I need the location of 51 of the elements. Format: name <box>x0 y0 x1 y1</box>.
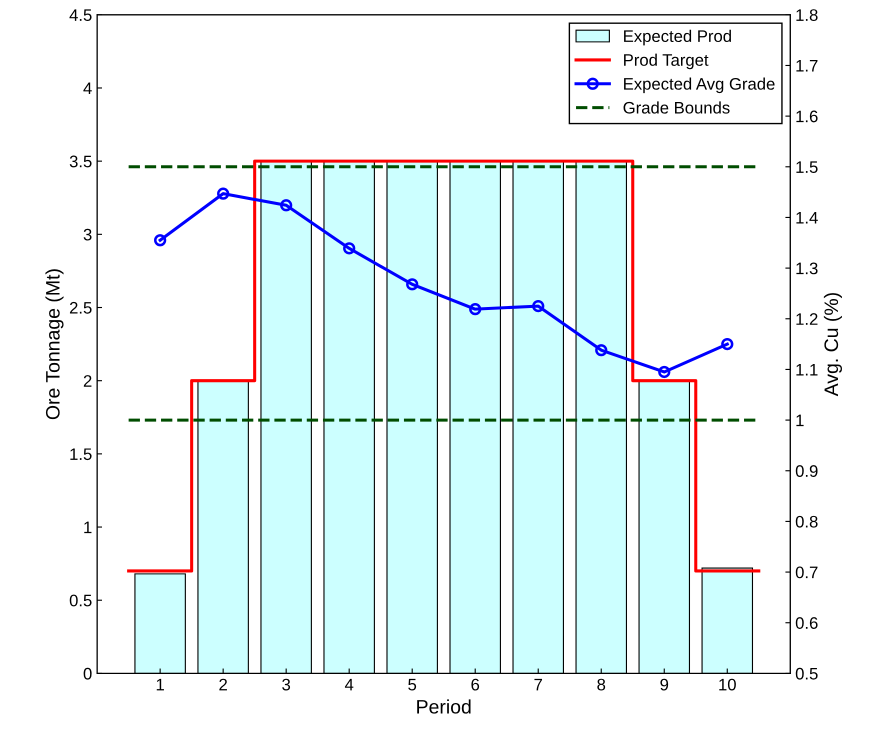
point <box>721 338 734 350</box>
y2-tick-label: 1.2 <box>796 313 818 325</box>
y2-tick-label: 0.7 <box>796 566 818 578</box>
y2-tick-label: 0.9 <box>796 465 818 477</box>
point <box>280 199 292 212</box>
point <box>154 234 166 246</box>
x-tick-label: 2 <box>219 678 227 690</box>
x-tick-label: 5 <box>408 678 416 691</box>
x-tick-label: 3 <box>282 678 290 691</box>
point <box>406 278 418 290</box>
y2-tick-label: 1.5 <box>796 161 818 173</box>
y-tick-label: 4.5 <box>69 9 92 22</box>
point <box>658 366 670 378</box>
y2-tick-label: 1 <box>796 414 804 426</box>
legend-label: Prod Target <box>624 54 708 70</box>
point <box>217 188 230 200</box>
y-tick-label: 4 <box>83 82 92 94</box>
y-tick-label: 2 <box>84 375 92 387</box>
x-tick-label: 4 <box>344 678 354 690</box>
point <box>469 303 482 316</box>
y2-tick-label: 0.5 <box>796 668 818 680</box>
point <box>595 344 608 356</box>
legend-label: Expected Avg Grade <box>624 78 775 94</box>
x-tick-label: 9 <box>660 678 668 691</box>
y2-tick-label: 1.4 <box>796 212 818 224</box>
y-tick-label: 0.5 <box>70 594 92 606</box>
point <box>532 300 544 312</box>
x-tick-label: 6 <box>471 678 480 691</box>
x-tick-label: 10 <box>719 678 736 691</box>
y-axis-title: Ore Tonnage (Mt) <box>45 269 64 420</box>
y-tick-label: 3 <box>84 228 92 241</box>
x-tick-label: 1 <box>156 678 164 690</box>
legend-label: Grade Bounds <box>624 101 730 114</box>
y2-tick-label: 1.1 <box>796 364 818 376</box>
y2-tick-label: 0.8 <box>796 516 818 528</box>
y-tick-label: 3.5 <box>70 156 92 168</box>
y2-tick-label: 1.3 <box>796 262 818 274</box>
y2-tick-label: 1.6 <box>796 110 818 122</box>
y-tick-label: 1 <box>84 522 92 534</box>
y2-tick-label: 1.7 <box>796 60 818 72</box>
y-tick-label: 1.5 <box>70 448 92 460</box>
y-tick-label: 0 <box>84 668 92 680</box>
y-tick-label: 2.5 <box>70 302 92 314</box>
point <box>343 242 356 254</box>
y2-axis-title: Avg. Cu (%) <box>824 293 842 396</box>
x-tick-label: 7 <box>534 678 542 690</box>
x-axis-title: Period <box>417 699 471 714</box>
y2-tick-label: 1.8 <box>796 9 818 22</box>
x-tick-label: 8 <box>597 678 606 691</box>
y2-tick-label: 0.6 <box>796 617 818 629</box>
legend-label: Expected Prod <box>624 30 731 46</box>
